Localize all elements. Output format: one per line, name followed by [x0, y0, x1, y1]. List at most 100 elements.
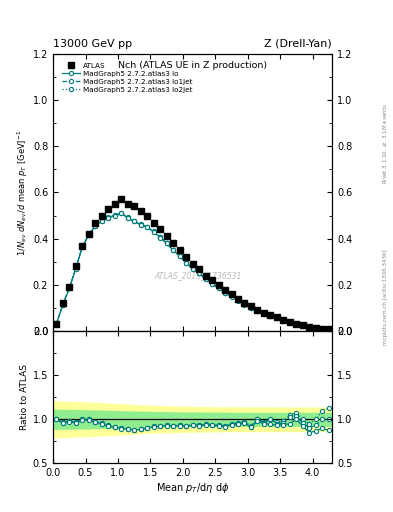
MadGraph5 2.7.2.atlas3 lo: [294, 321, 299, 327]
MadGraph5 2.7.2.atlas3 lo2jet: [125, 215, 130, 221]
Line: ATLAS: ATLAS: [53, 196, 332, 332]
MadGraph5 2.7.2.atlas3 lo2jet: [203, 275, 208, 282]
ATLAS: [268, 312, 273, 318]
MadGraph5 2.7.2.atlas3 lo2jet: [327, 326, 331, 332]
MadGraph5 2.7.2.atlas3 lo1jet: [275, 315, 279, 321]
ATLAS: [203, 273, 208, 279]
MadGraph5 2.7.2.atlas3 lo1jet: [61, 302, 65, 308]
Text: mcplots.cern.ch [arXiv:1306.3436]: mcplots.cern.ch [arXiv:1306.3436]: [383, 249, 387, 345]
MadGraph5 2.7.2.atlas3 lo: [177, 253, 182, 259]
MadGraph5 2.7.2.atlas3 lo1jet: [151, 228, 156, 234]
MadGraph5 2.7.2.atlas3 lo2jet: [177, 252, 182, 259]
MadGraph5 2.7.2.atlas3 lo: [229, 293, 234, 300]
MadGraph5 2.7.2.atlas3 lo1jet: [229, 293, 234, 300]
MadGraph5 2.7.2.atlas3 lo1jet: [132, 218, 136, 224]
MadGraph5 2.7.2.atlas3 lo2jet: [216, 285, 221, 291]
ATLAS: [171, 240, 175, 246]
Y-axis label: Ratio to ATLAS: Ratio to ATLAS: [20, 365, 29, 430]
ATLAS: [112, 201, 117, 207]
MadGraph5 2.7.2.atlas3 lo1jet: [177, 253, 182, 259]
MadGraph5 2.7.2.atlas3 lo2jet: [190, 265, 195, 271]
MadGraph5 2.7.2.atlas3 lo1jet: [249, 305, 253, 311]
MadGraph5 2.7.2.atlas3 lo: [262, 311, 266, 317]
ATLAS: [281, 316, 286, 323]
MadGraph5 2.7.2.atlas3 lo1jet: [93, 223, 97, 229]
MadGraph5 2.7.2.atlas3 lo1jet: [301, 323, 305, 329]
MadGraph5 2.7.2.atlas3 lo: [275, 315, 279, 322]
MadGraph5 2.7.2.atlas3 lo2jet: [138, 221, 143, 227]
MadGraph5 2.7.2.atlas3 lo2jet: [184, 260, 188, 266]
MadGraph5 2.7.2.atlas3 lo1jet: [320, 326, 325, 332]
ATLAS: [216, 282, 221, 288]
ATLAS: [242, 301, 247, 307]
ATLAS: [197, 266, 202, 272]
MadGraph5 2.7.2.atlas3 lo: [203, 276, 208, 282]
MadGraph5 2.7.2.atlas3 lo2jet: [158, 234, 162, 240]
ATLAS: [190, 261, 195, 267]
MadGraph5 2.7.2.atlas3 lo1jet: [125, 215, 130, 221]
MadGraph5 2.7.2.atlas3 lo2jet: [106, 215, 110, 221]
ATLAS: [54, 321, 59, 327]
MadGraph5 2.7.2.atlas3 lo: [216, 285, 221, 291]
MadGraph5 2.7.2.atlas3 lo2jet: [236, 297, 241, 303]
ATLAS: [236, 296, 241, 302]
ATLAS: [99, 212, 104, 219]
ATLAS: [327, 326, 331, 332]
MadGraph5 2.7.2.atlas3 lo: [307, 324, 312, 330]
Text: ATLAS_2019_I1736531: ATLAS_2019_I1736531: [154, 271, 242, 280]
MadGraph5 2.7.2.atlas3 lo: [314, 325, 318, 331]
MadGraph5 2.7.2.atlas3 lo2jet: [314, 325, 318, 331]
MadGraph5 2.7.2.atlas3 lo1jet: [268, 313, 273, 319]
MadGraph5 2.7.2.atlas3 lo: [158, 234, 162, 241]
MadGraph5 2.7.2.atlas3 lo1jet: [145, 224, 149, 230]
MadGraph5 2.7.2.atlas3 lo1jet: [106, 215, 110, 221]
MadGraph5 2.7.2.atlas3 lo: [255, 308, 260, 314]
MadGraph5 2.7.2.atlas3 lo: [190, 266, 195, 272]
MadGraph5 2.7.2.atlas3 lo2jet: [249, 305, 253, 311]
MadGraph5 2.7.2.atlas3 lo1jet: [210, 281, 215, 287]
Line: MadGraph5 2.7.2.atlas3 lo2jet: MadGraph5 2.7.2.atlas3 lo2jet: [54, 211, 331, 331]
MadGraph5 2.7.2.atlas3 lo1jet: [262, 310, 266, 316]
MadGraph5 2.7.2.atlas3 lo2jet: [288, 319, 292, 325]
Y-axis label: $1/N_{ev}$ $dN_{ev}/d$ mean $p_T$ [GeV]$^{-1}$: $1/N_{ev}$ $dN_{ev}/d$ mean $p_T$ [GeV]$…: [16, 130, 30, 255]
ATLAS: [320, 326, 325, 332]
MadGraph5 2.7.2.atlas3 lo2jet: [61, 302, 65, 308]
Text: 13000 GeV pp: 13000 GeV pp: [53, 38, 132, 49]
MadGraph5 2.7.2.atlas3 lo1jet: [54, 321, 59, 327]
MadGraph5 2.7.2.atlas3 lo2jet: [197, 270, 202, 276]
MadGraph5 2.7.2.atlas3 lo1jet: [171, 247, 175, 253]
MadGraph5 2.7.2.atlas3 lo: [67, 285, 72, 291]
MadGraph5 2.7.2.atlas3 lo2jet: [255, 307, 260, 313]
ATLAS: [132, 203, 136, 209]
MadGraph5 2.7.2.atlas3 lo: [184, 260, 188, 266]
MadGraph5 2.7.2.atlas3 lo1jet: [190, 266, 195, 272]
Line: MadGraph5 2.7.2.atlas3 lo1jet: MadGraph5 2.7.2.atlas3 lo1jet: [54, 211, 331, 331]
MadGraph5 2.7.2.atlas3 lo1jet: [112, 212, 117, 219]
MadGraph5 2.7.2.atlas3 lo: [320, 326, 325, 332]
MadGraph5 2.7.2.atlas3 lo: [164, 240, 169, 246]
MadGraph5 2.7.2.atlas3 lo1jet: [255, 308, 260, 314]
MadGraph5 2.7.2.atlas3 lo2jet: [320, 326, 325, 332]
ATLAS: [125, 201, 130, 207]
MadGraph5 2.7.2.atlas3 lo2jet: [171, 247, 175, 253]
MadGraph5 2.7.2.atlas3 lo: [171, 247, 175, 253]
MadGraph5 2.7.2.atlas3 lo1jet: [294, 321, 299, 327]
ATLAS: [164, 233, 169, 240]
MadGraph5 2.7.2.atlas3 lo2jet: [132, 218, 136, 224]
MadGraph5 2.7.2.atlas3 lo2jet: [164, 240, 169, 246]
MadGraph5 2.7.2.atlas3 lo1jet: [67, 285, 72, 291]
MadGraph5 2.7.2.atlas3 lo1jet: [242, 302, 247, 308]
ATLAS: [223, 287, 228, 293]
ATLAS: [61, 301, 65, 307]
MadGraph5 2.7.2.atlas3 lo1jet: [288, 319, 292, 325]
MadGraph5 2.7.2.atlas3 lo2jet: [67, 285, 72, 291]
ATLAS: [119, 197, 123, 203]
ATLAS: [86, 231, 91, 237]
MadGraph5 2.7.2.atlas3 lo1jet: [223, 290, 228, 296]
MadGraph5 2.7.2.atlas3 lo2jet: [223, 290, 228, 296]
MadGraph5 2.7.2.atlas3 lo1jet: [281, 317, 286, 323]
MadGraph5 2.7.2.atlas3 lo2jet: [229, 293, 234, 299]
MadGraph5 2.7.2.atlas3 lo2jet: [307, 324, 312, 330]
ATLAS: [249, 303, 253, 309]
MadGraph5 2.7.2.atlas3 lo2jet: [80, 243, 84, 249]
